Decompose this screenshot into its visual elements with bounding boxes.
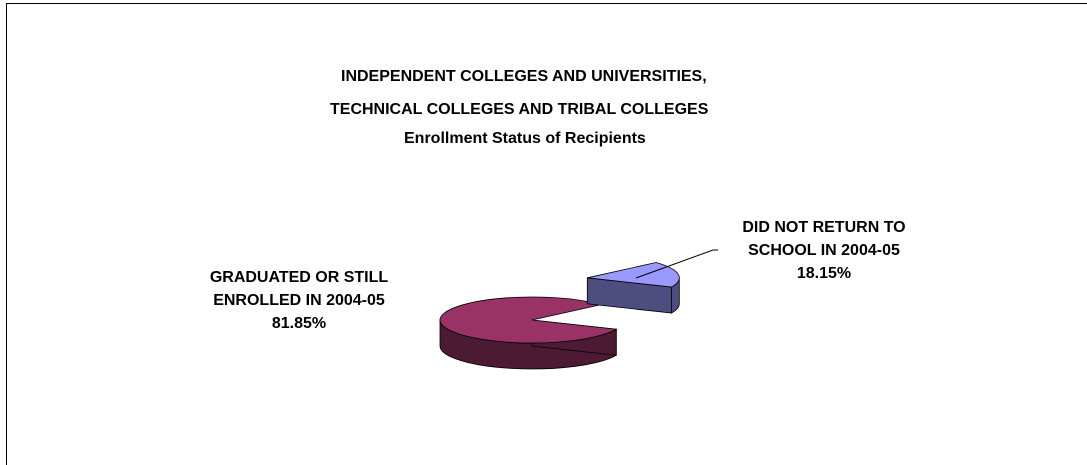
slice-label-did-not-return: DID NOT RETURN TO SCHOOL IN 2004-05 18.1… [705,216,943,285]
pie-slice-did-not-return [587,262,680,288]
slice-label-graduated-line-2: ENROLLED IN 2004-05 [213,292,385,309]
slice-label-did-not-return-line-2: SCHOOL IN 2004-05 [748,242,900,259]
chart-frame [6,3,1087,465]
slice-label-did-not-return-line-1: DID NOT RETURN TO [742,219,906,236]
leader-line [635,249,718,279]
slice-label-graduated: GRADUATED OR STILL ENROLLED IN 2004-05 8… [180,266,418,335]
slice-label-graduated-value: 81.85% [271,315,327,332]
slice-label-did-not-return-value: 18.15% [796,265,852,282]
pie-slice-graduated [439,296,618,344]
slice-label-graduated-line-1: GRADUATED OR STILL [209,269,389,286]
